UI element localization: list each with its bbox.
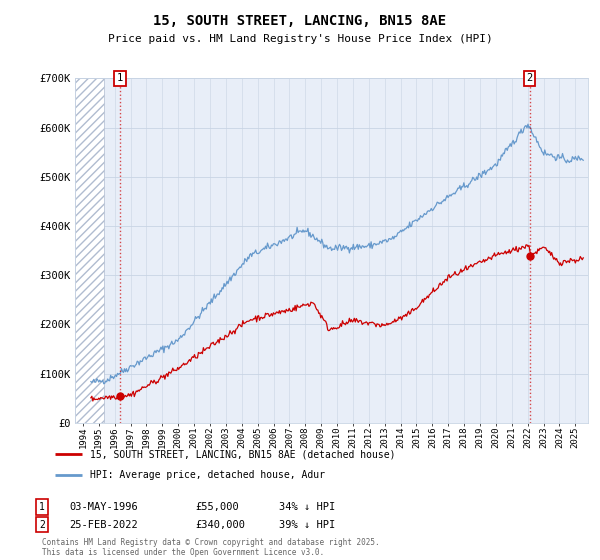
Text: £340,000: £340,000 <box>195 520 245 530</box>
Text: 03-MAY-1996: 03-MAY-1996 <box>69 502 138 512</box>
Text: 1: 1 <box>117 73 123 83</box>
Text: 25-FEB-2022: 25-FEB-2022 <box>69 520 138 530</box>
Bar <box>75 78 104 423</box>
Text: 15, SOUTH STREET, LANCING, BN15 8AE: 15, SOUTH STREET, LANCING, BN15 8AE <box>154 14 446 28</box>
Text: Price paid vs. HM Land Registry's House Price Index (HPI): Price paid vs. HM Land Registry's House … <box>107 34 493 44</box>
Text: £55,000: £55,000 <box>195 502 239 512</box>
Text: 15, SOUTH STREET, LANCING, BN15 8AE (detached house): 15, SOUTH STREET, LANCING, BN15 8AE (det… <box>89 449 395 459</box>
Text: HPI: Average price, detached house, Adur: HPI: Average price, detached house, Adur <box>89 470 325 480</box>
Text: 34% ↓ HPI: 34% ↓ HPI <box>279 502 335 512</box>
Text: 1: 1 <box>39 502 45 512</box>
Text: Contains HM Land Registry data © Crown copyright and database right 2025.
This d: Contains HM Land Registry data © Crown c… <box>42 538 380 557</box>
Text: 39% ↓ HPI: 39% ↓ HPI <box>279 520 335 530</box>
Text: 2: 2 <box>39 520 45 530</box>
Text: 2: 2 <box>526 73 533 83</box>
